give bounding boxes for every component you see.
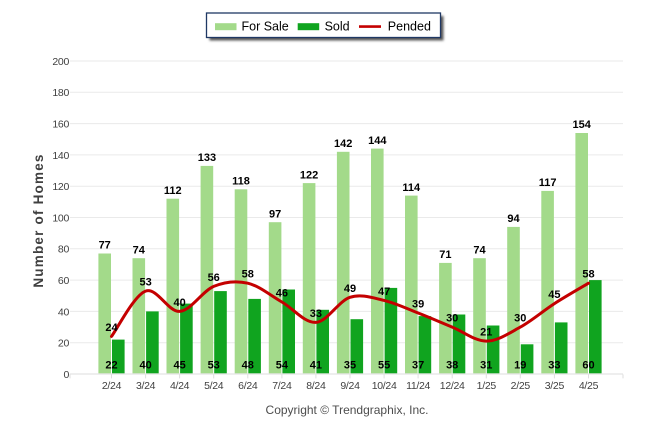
svg-text:33: 33 — [548, 360, 560, 372]
svg-text:74: 74 — [133, 244, 146, 256]
svg-text:46: 46 — [276, 288, 288, 300]
svg-text:133: 133 — [198, 152, 216, 164]
svg-text:Pended: Pended — [388, 20, 431, 34]
svg-text:47: 47 — [378, 286, 390, 298]
svg-text:Number of Homes: Number of Homes — [31, 153, 46, 287]
svg-text:Copyright © Trendgraphix, Inc.: Copyright © Trendgraphix, Inc. — [266, 403, 429, 417]
svg-text:48: 48 — [242, 360, 254, 372]
svg-text:40: 40 — [58, 306, 70, 318]
svg-text:30: 30 — [514, 313, 526, 325]
svg-text:45: 45 — [173, 360, 185, 372]
svg-text:114: 114 — [402, 182, 421, 194]
svg-text:144: 144 — [368, 135, 387, 147]
svg-text:118: 118 — [232, 176, 250, 188]
svg-text:30: 30 — [446, 313, 458, 325]
svg-text:3/24: 3/24 — [136, 380, 156, 392]
svg-text:8/24: 8/24 — [306, 380, 326, 392]
svg-text:6/24: 6/24 — [238, 380, 258, 392]
svg-text:33: 33 — [310, 308, 322, 320]
svg-text:154: 154 — [573, 119, 592, 131]
svg-text:10/24: 10/24 — [372, 380, 397, 392]
svg-text:40: 40 — [173, 297, 185, 309]
svg-text:2/25: 2/25 — [511, 380, 531, 392]
svg-text:112: 112 — [164, 185, 182, 197]
svg-text:77: 77 — [99, 240, 111, 252]
svg-text:142: 142 — [334, 138, 352, 150]
svg-text:45: 45 — [548, 289, 560, 301]
svg-text:53: 53 — [139, 277, 151, 289]
svg-text:200: 200 — [52, 56, 69, 68]
svg-text:60: 60 — [582, 360, 594, 372]
svg-text:19: 19 — [514, 360, 526, 372]
svg-text:41: 41 — [310, 360, 322, 372]
svg-text:60: 60 — [58, 275, 70, 287]
svg-text:9/24: 9/24 — [340, 380, 360, 392]
svg-text:22: 22 — [105, 360, 117, 372]
svg-text:4/24: 4/24 — [170, 380, 190, 392]
svg-text:97: 97 — [269, 208, 281, 220]
svg-text:180: 180 — [52, 87, 69, 99]
svg-text:140: 140 — [52, 150, 69, 162]
svg-text:For Sale: For Sale — [242, 20, 289, 34]
svg-text:38: 38 — [446, 360, 458, 372]
svg-text:100: 100 — [52, 212, 69, 224]
svg-text:2/24: 2/24 — [102, 380, 122, 392]
svg-text:58: 58 — [242, 269, 254, 281]
svg-text:1/25: 1/25 — [477, 380, 497, 392]
svg-text:54: 54 — [276, 360, 289, 372]
svg-text:40: 40 — [139, 360, 151, 372]
svg-text:4/25: 4/25 — [579, 380, 599, 392]
svg-text:74: 74 — [473, 244, 486, 256]
svg-text:12/24: 12/24 — [440, 380, 465, 392]
svg-text:117: 117 — [539, 177, 557, 189]
svg-text:21: 21 — [480, 327, 492, 339]
svg-text:56: 56 — [208, 272, 220, 284]
svg-text:80: 80 — [58, 244, 70, 256]
svg-text:35: 35 — [344, 360, 356, 372]
svg-text:11/24: 11/24 — [406, 380, 430, 392]
svg-text:94: 94 — [507, 213, 520, 225]
svg-text:122: 122 — [300, 169, 318, 181]
svg-text:20: 20 — [58, 338, 70, 350]
svg-text:120: 120 — [52, 181, 69, 193]
svg-text:71: 71 — [439, 249, 451, 261]
svg-text:37: 37 — [412, 360, 424, 372]
svg-text:39: 39 — [412, 299, 424, 311]
svg-text:58: 58 — [582, 269, 594, 281]
svg-text:160: 160 — [52, 119, 69, 131]
svg-text:0: 0 — [63, 369, 69, 381]
svg-text:3/25: 3/25 — [545, 380, 565, 392]
svg-text:5/24: 5/24 — [204, 380, 224, 392]
svg-text:7/24: 7/24 — [272, 380, 292, 392]
svg-text:24: 24 — [105, 322, 118, 334]
svg-text:Sold: Sold — [325, 20, 350, 34]
svg-text:49: 49 — [344, 283, 356, 295]
svg-text:55: 55 — [378, 360, 390, 372]
svg-text:31: 31 — [480, 360, 492, 372]
svg-text:53: 53 — [208, 360, 220, 372]
